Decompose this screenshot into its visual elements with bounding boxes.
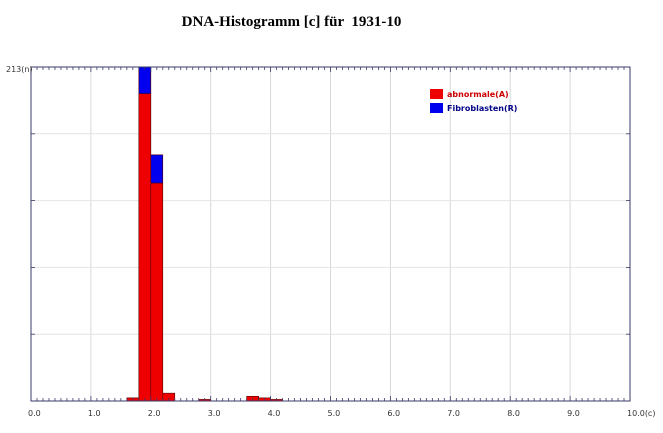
bar-fibroblasten (138, 66, 152, 94)
chart-title: DNA-Histogramm [c] für 1931-10 (181, 14, 402, 30)
legend: abnormale(A) Fibroblasten(R) (430, 89, 517, 113)
grid-lines (31, 67, 630, 401)
x-tick-label: 3.0 (208, 409, 221, 418)
legend-label: Fibroblasten(R) (447, 104, 517, 113)
x-tick-label: 5.0 (328, 409, 341, 418)
legend-label: abnormale(A) (447, 90, 509, 99)
x-tick-label: 2.0 (148, 409, 161, 418)
bar-abnormale (150, 182, 164, 402)
x-tick-label: 7.0 (447, 409, 460, 418)
x-tick-label: 8.0 (507, 409, 520, 418)
legend-swatch (430, 89, 443, 99)
plot-frame: 0.0 1.0 2.0 3.0 4.0 5.0 6.0 7.0 8.0 9.0 10.0(c) 213… (6, 65, 655, 418)
x-tick-label: 1.0 (88, 409, 101, 418)
x-tick-label: 10.0(c) (627, 409, 655, 418)
legend-swatch (430, 103, 443, 113)
x-tick-label: 0.0 (28, 409, 41, 418)
x-tick-label: 6.0 (387, 409, 400, 418)
bar-abnormale (138, 93, 152, 402)
x-tick-label: 4.0 (268, 409, 281, 418)
bar-fibroblasten (150, 154, 164, 184)
y-max-label: 213(n) (6, 65, 33, 74)
x-tick-label: 9.0 (567, 409, 580, 418)
histogram-bars (126, 66, 283, 402)
